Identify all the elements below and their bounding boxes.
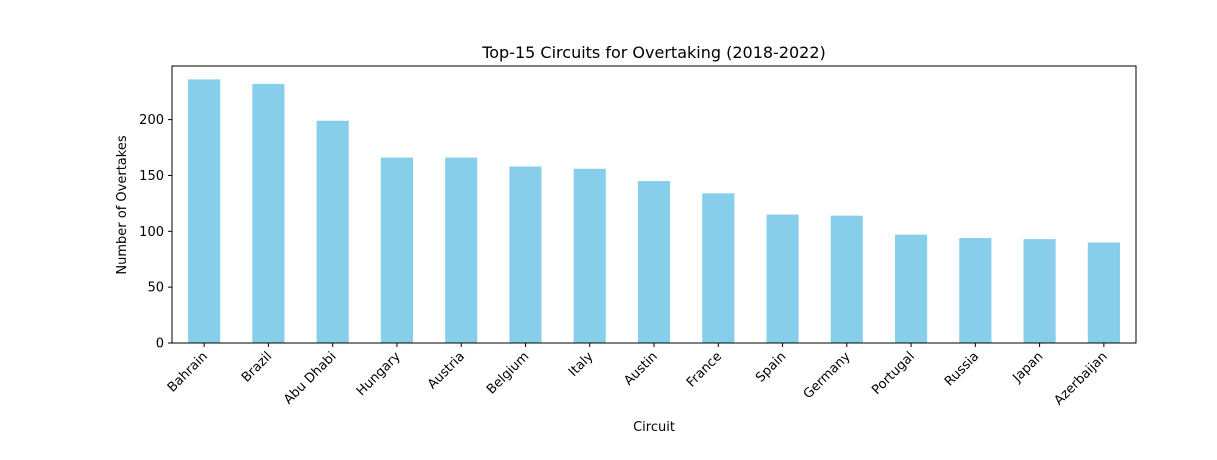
- bar-japan: [1023, 239, 1056, 344]
- bar-belgium: [509, 166, 542, 343]
- bar-austria: [445, 157, 478, 343]
- bar-bahrain: [188, 79, 221, 344]
- bar-brazil: [252, 83, 285, 344]
- y-tick-label: 150: [139, 169, 164, 184]
- bar-russia: [959, 238, 992, 343]
- x-tick-label: Italy: [566, 349, 597, 380]
- x-tick-label: Belgium: [484, 349, 532, 397]
- x-tick-label: Brazil: [239, 349, 275, 385]
- x-tick-label: Russia: [942, 349, 982, 389]
- x-tick-label: Hungary: [354, 349, 404, 399]
- y-tick-label: 100: [139, 225, 164, 240]
- bars-layer: [188, 79, 1120, 344]
- bar-austin: [637, 181, 671, 343]
- x-tick-label: Germany: [801, 349, 854, 402]
- x-tick-label: Austria: [425, 349, 468, 392]
- bar-hungary: [380, 157, 413, 343]
- x-tick-label: Austin: [621, 349, 660, 388]
- bar-italy: [573, 168, 606, 343]
- bar-france: [702, 193, 735, 343]
- x-tick-label: Portugal: [869, 349, 918, 398]
- y-tick-label: 0: [156, 337, 164, 352]
- bar-germany: [830, 215, 863, 343]
- x-axis-title: Circuit: [633, 420, 675, 435]
- bar-spain: [766, 214, 799, 343]
- bar-azerbaijan: [1087, 242, 1120, 343]
- y-tick-label: 50: [147, 281, 164, 296]
- x-tick-label: France: [684, 349, 725, 390]
- x-tick-label: Bahrain: [165, 349, 211, 395]
- x-axis: Bahrain Brazil Abu Dhabi Hungary Austria Belg…: [165, 343, 1111, 408]
- bar-portugal: [895, 234, 928, 343]
- y-axis: 0 50 100 150 200: [139, 113, 172, 352]
- x-tick-label: Abu Dhabi: [281, 349, 339, 407]
- y-tick-label: 200: [139, 113, 164, 128]
- x-tick-label: Azerbaijan: [1051, 349, 1110, 408]
- x-tick-label: Japan: [1009, 349, 1046, 386]
- x-tick-label: Spain: [753, 349, 789, 385]
- bar-abu-dhabi: [316, 120, 349, 343]
- chart-title: Top-15 Circuits for Overtaking (2018-202…: [481, 43, 826, 62]
- y-axis-title: Number of Overtakes: [115, 135, 130, 274]
